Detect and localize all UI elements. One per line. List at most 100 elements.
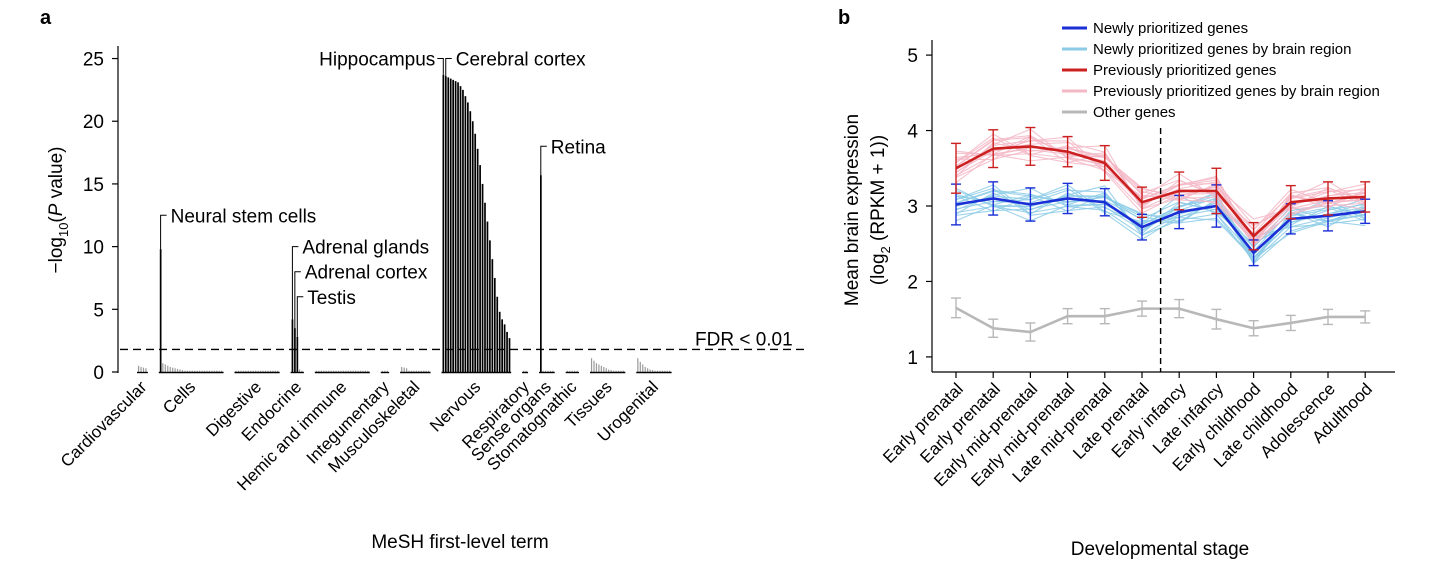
bar xyxy=(401,366,403,372)
bar xyxy=(486,221,489,372)
b-y-title-part-log: (log xyxy=(868,253,889,285)
bar xyxy=(605,368,607,372)
y-title-part-sub: 10 xyxy=(56,223,71,237)
bar xyxy=(666,370,668,372)
bar xyxy=(449,78,452,372)
bar xyxy=(252,370,254,372)
bar xyxy=(264,370,267,372)
bar xyxy=(174,368,176,372)
bar xyxy=(245,370,247,372)
bar xyxy=(503,324,506,372)
bar xyxy=(301,370,303,372)
bar xyxy=(598,364,600,372)
bar xyxy=(208,370,210,372)
y-title-part-log: −log xyxy=(46,237,67,273)
annotation-label: Hippocampus xyxy=(319,50,435,71)
bar xyxy=(471,121,474,372)
y-tick-label: 25 xyxy=(83,50,104,71)
bar xyxy=(493,277,496,372)
region-line xyxy=(955,133,1366,245)
bar xyxy=(211,370,213,372)
bar xyxy=(218,370,220,372)
bar xyxy=(664,370,666,372)
bar xyxy=(145,368,147,372)
bar xyxy=(501,319,503,372)
bar xyxy=(257,370,259,372)
bar xyxy=(298,369,301,372)
bar xyxy=(142,367,145,372)
bar xyxy=(447,77,450,372)
bar xyxy=(357,370,359,372)
bar xyxy=(549,370,551,372)
panel-b-y-axis-title-line2: (log2 (RPKM + 1)) xyxy=(868,135,893,285)
bar xyxy=(647,368,649,372)
y-title-part-value: value) xyxy=(46,147,67,204)
bar xyxy=(428,370,430,372)
bar xyxy=(342,370,344,372)
annotation-leader xyxy=(291,246,299,320)
bar xyxy=(337,370,340,372)
bar xyxy=(172,367,174,372)
annotation-leader xyxy=(437,58,444,75)
bar xyxy=(481,183,484,372)
bar xyxy=(333,370,335,372)
bar xyxy=(250,370,252,372)
y-tick-label: 10 xyxy=(83,238,104,259)
bar xyxy=(669,370,671,372)
bar xyxy=(213,370,215,372)
bar xyxy=(201,370,203,372)
bar xyxy=(484,202,486,372)
bar xyxy=(498,311,501,372)
bar xyxy=(489,240,491,372)
bar xyxy=(600,365,602,372)
bar xyxy=(277,370,279,372)
bar xyxy=(384,370,386,372)
bar xyxy=(362,370,364,372)
panel-label-b: b xyxy=(838,7,850,29)
annotation-leader xyxy=(445,58,452,77)
bar xyxy=(262,370,264,372)
annotation-leader xyxy=(294,271,301,329)
bar xyxy=(476,148,479,372)
bar xyxy=(242,370,245,372)
bar xyxy=(260,370,262,372)
panel-a-x-axis-title: MeSH first-level term xyxy=(371,532,548,553)
bar xyxy=(352,370,354,372)
bar xyxy=(403,367,405,372)
bar xyxy=(272,370,274,372)
bar xyxy=(651,370,654,372)
bar xyxy=(169,366,171,372)
bar xyxy=(315,370,318,372)
bar xyxy=(176,368,179,372)
bar xyxy=(661,370,663,372)
bar xyxy=(610,370,612,372)
bar xyxy=(467,102,469,372)
legend-label: Previously prioritized genes xyxy=(1093,62,1276,79)
bar xyxy=(442,74,445,372)
bar xyxy=(552,370,554,372)
panel-b-y-ticks: 1 2 3 4 5 xyxy=(907,46,932,369)
bar xyxy=(189,370,191,372)
bar xyxy=(444,76,447,372)
panel-a-y-axis-title: −log10(P value) xyxy=(46,147,71,274)
bar xyxy=(359,370,362,372)
bar xyxy=(464,96,467,373)
panel-a-annotations: Neural stem cells Adrenal glands Adrenal c… xyxy=(160,50,606,337)
bar xyxy=(296,336,299,372)
annotation-leader xyxy=(540,145,547,176)
bar xyxy=(328,370,330,372)
legend-label: Other genes xyxy=(1093,104,1176,121)
bar xyxy=(620,370,622,372)
bar xyxy=(603,366,605,372)
bar xyxy=(194,370,196,372)
bar xyxy=(408,370,410,372)
bar xyxy=(167,365,169,372)
bar xyxy=(642,364,644,372)
category-label: Cells xyxy=(159,377,199,417)
series-line xyxy=(955,145,1366,239)
bar xyxy=(386,370,388,372)
bar xyxy=(656,370,659,372)
y-title-part-p: P xyxy=(46,203,67,216)
y-tick-label: 3 xyxy=(907,197,918,218)
